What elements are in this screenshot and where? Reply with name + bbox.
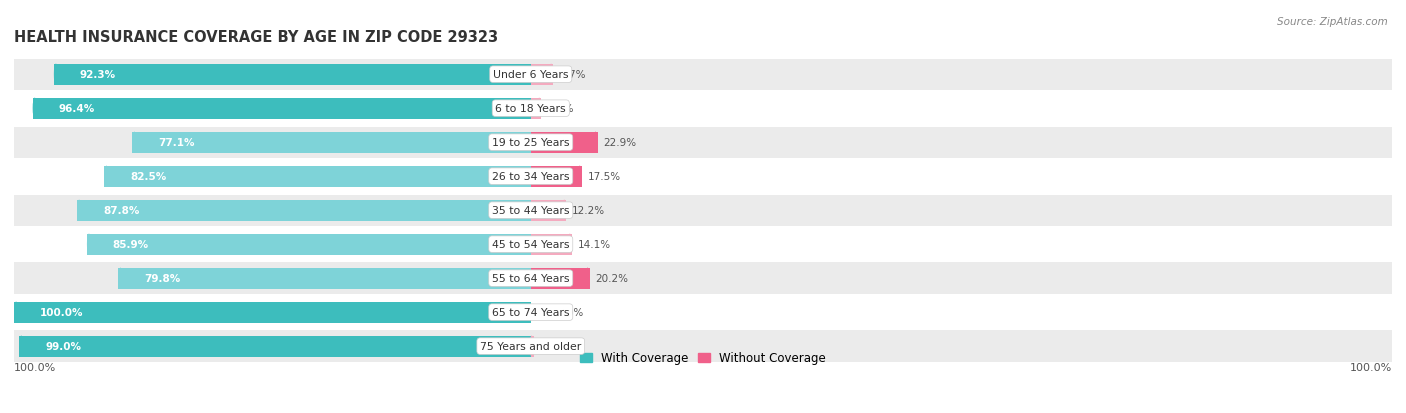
Bar [14,263,1392,294]
Bar [104,166,531,187]
Circle shape [132,132,136,153]
Bar [14,195,1392,226]
Circle shape [568,234,572,255]
Bar [32,98,531,119]
Text: 45 to 54 Years: 45 to 54 Years [492,240,569,249]
Text: 26 to 34 Years: 26 to 34 Years [492,172,569,182]
Text: 20.2%: 20.2% [596,273,628,283]
Text: 12.2%: 12.2% [572,206,605,216]
Text: 6 to 18 Years: 6 to 18 Years [495,104,567,114]
Text: 96.4%: 96.4% [59,104,94,114]
Bar [14,331,1392,362]
Text: 17.5%: 17.5% [588,172,620,182]
Bar [132,132,531,153]
Bar [14,161,1392,192]
Text: 99.0%: 99.0% [45,341,82,351]
Text: 55 to 64 Years: 55 to 64 Years [492,273,569,283]
Bar [20,336,531,357]
Circle shape [537,98,541,119]
Text: 19 to 25 Years: 19 to 25 Years [492,138,569,148]
Circle shape [562,200,567,221]
Bar [531,336,534,357]
Bar [531,166,582,187]
Bar [14,302,531,323]
Circle shape [77,200,82,221]
Text: 87.8%: 87.8% [103,206,139,216]
Text: 1.0%: 1.0% [540,341,565,351]
Bar [531,268,589,289]
Text: 92.3%: 92.3% [80,70,115,80]
Text: 82.5%: 82.5% [131,172,166,182]
Circle shape [578,166,582,187]
Bar [14,297,1392,328]
Text: Under 6 Years: Under 6 Years [494,70,568,80]
Bar [77,200,531,221]
Text: 100.0%: 100.0% [39,307,83,317]
Bar [14,127,1392,159]
Bar [53,64,531,85]
Bar [87,234,531,255]
Bar [14,229,1392,260]
Bar [531,234,572,255]
Circle shape [104,166,108,187]
Legend: With Coverage, Without Coverage: With Coverage, Without Coverage [575,347,831,369]
Circle shape [53,64,58,85]
Bar [531,132,598,153]
Circle shape [593,132,598,153]
Bar [531,200,567,221]
Text: 75 Years and older: 75 Years and older [479,341,582,351]
Text: 14.1%: 14.1% [578,240,610,249]
Circle shape [585,268,589,289]
Text: Source: ZipAtlas.com: Source: ZipAtlas.com [1277,17,1388,26]
Circle shape [530,336,534,357]
Text: HEALTH INSURANCE COVERAGE BY AGE IN ZIP CODE 29323: HEALTH INSURANCE COVERAGE BY AGE IN ZIP … [14,29,498,45]
Text: 7.7%: 7.7% [560,70,585,80]
Circle shape [14,302,18,323]
Circle shape [118,268,122,289]
Text: 0.0%: 0.0% [557,307,583,317]
Text: 79.8%: 79.8% [145,273,180,283]
Text: 100.0%: 100.0% [1350,362,1392,372]
Text: 22.9%: 22.9% [603,138,637,148]
Circle shape [550,64,553,85]
Text: 85.9%: 85.9% [112,240,149,249]
Text: 100.0%: 100.0% [14,362,56,372]
Bar [118,268,531,289]
Bar [14,93,1392,124]
Bar [14,59,1392,90]
Bar [531,64,553,85]
Circle shape [32,98,37,119]
Text: 77.1%: 77.1% [159,138,194,148]
Circle shape [20,336,24,357]
Text: 3.6%: 3.6% [547,104,574,114]
Text: 35 to 44 Years: 35 to 44 Years [492,206,569,216]
Circle shape [87,234,91,255]
Text: 65 to 74 Years: 65 to 74 Years [492,307,569,317]
Bar [531,98,541,119]
